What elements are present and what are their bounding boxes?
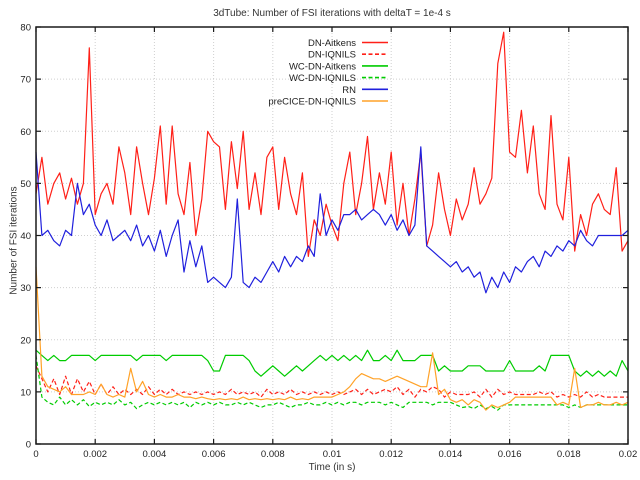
y-tick-label: 40 bbox=[20, 231, 31, 242]
x-tick-label: 0.008 bbox=[261, 449, 285, 460]
x-tick-label: 0.012 bbox=[379, 449, 403, 460]
legend-label-DN-IQNILS: DN-IQNILS bbox=[308, 50, 356, 61]
series-line-WC-DN-Aitkens bbox=[35, 349, 629, 377]
x-tick-label: 0.002 bbox=[83, 449, 107, 460]
y-tick-label: 20 bbox=[20, 335, 31, 346]
legend-label-WC-DN-IQNILS: WC-DN-IQNILS bbox=[289, 73, 356, 84]
legend-label-preCICE-DN-IQNILS: preCICE-DN-IQNILS bbox=[268, 97, 356, 108]
series-line-preCICE-DN-IQNILS bbox=[35, 266, 629, 411]
x-tick-label: 0.02 bbox=[619, 449, 638, 460]
legend-label-WC-DN-Aitkens: WC-DN-Aitkens bbox=[289, 61, 356, 72]
x-tick-label: 0.018 bbox=[557, 449, 581, 460]
legend-label-RN: RN bbox=[342, 85, 356, 96]
x-tick-label: 0.01 bbox=[323, 449, 342, 460]
x-tick-label: 0.004 bbox=[143, 449, 167, 460]
y-tick-label: 60 bbox=[20, 127, 31, 138]
chart-title: 3dTube: Number of FSI iterations with de… bbox=[213, 8, 451, 19]
y-tick-label: 80 bbox=[20, 23, 31, 34]
y-tick-label: 10 bbox=[20, 387, 31, 398]
series-line-WC-DN-IQNILS bbox=[35, 355, 628, 411]
y-tick-label: 70 bbox=[20, 75, 31, 86]
x-axis-label: Time (in s) bbox=[308, 462, 356, 473]
series-line-DN-IQNILS bbox=[35, 365, 628, 398]
y-tick-label: 50 bbox=[20, 179, 31, 190]
x-tick-label: 0 bbox=[33, 449, 38, 460]
y-tick-label: 0 bbox=[26, 440, 31, 451]
legend-label-DN-Aitkens: DN-Aitkens bbox=[308, 38, 356, 49]
x-tick-label: 0.014 bbox=[439, 449, 463, 460]
y-tick-label: 30 bbox=[20, 283, 31, 294]
series-line-DN-Aitkens bbox=[35, 31, 629, 257]
x-tick-label: 0.016 bbox=[498, 449, 522, 460]
y-axis-label: Number of FSI iterations bbox=[8, 186, 20, 295]
series-line-RN bbox=[35, 146, 629, 294]
x-tick-label: 0.006 bbox=[202, 449, 226, 460]
